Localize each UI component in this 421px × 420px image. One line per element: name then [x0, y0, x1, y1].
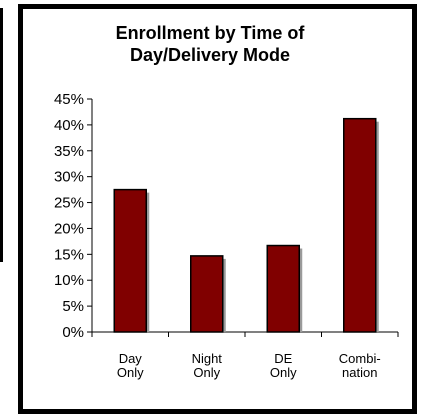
y-tick-label: 25%	[54, 195, 84, 212]
y-tick-label: 5%	[62, 298, 84, 315]
y-tick-label: 30%	[54, 169, 84, 186]
y-tick-label: 10%	[54, 272, 84, 289]
chart-title: Enrollment by Time of Day/Delivery Mode	[50, 22, 370, 66]
bar	[343, 117, 377, 333]
bar	[266, 244, 300, 333]
y-tick-label: 0%	[62, 324, 84, 341]
y-tick-label: 20%	[54, 220, 84, 237]
bar	[190, 255, 224, 333]
x-category-label: Night	[192, 351, 223, 366]
x-category-label: Combi-	[339, 351, 381, 366]
y-tick-label: 35%	[54, 143, 84, 160]
chart-title-line-2: Day/Delivery Mode	[129, 45, 291, 65]
bar	[113, 188, 147, 333]
x-category-label: nation	[342, 365, 377, 380]
left-edge-border	[0, 8, 3, 262]
x-category-label: Only	[117, 365, 144, 380]
x-category-label: Only	[270, 365, 297, 380]
y-tick-label: 40%	[54, 117, 84, 134]
x-category-label: Only	[193, 365, 220, 380]
chart-frame	[18, 4, 417, 414]
chart-title-line-1: Enrollment by Time of	[115, 23, 305, 43]
x-category-label: DE	[274, 351, 292, 366]
y-tick-label: 15%	[54, 246, 84, 263]
y-tick-label: 45%	[54, 91, 84, 108]
x-category-label: Day	[119, 351, 143, 366]
